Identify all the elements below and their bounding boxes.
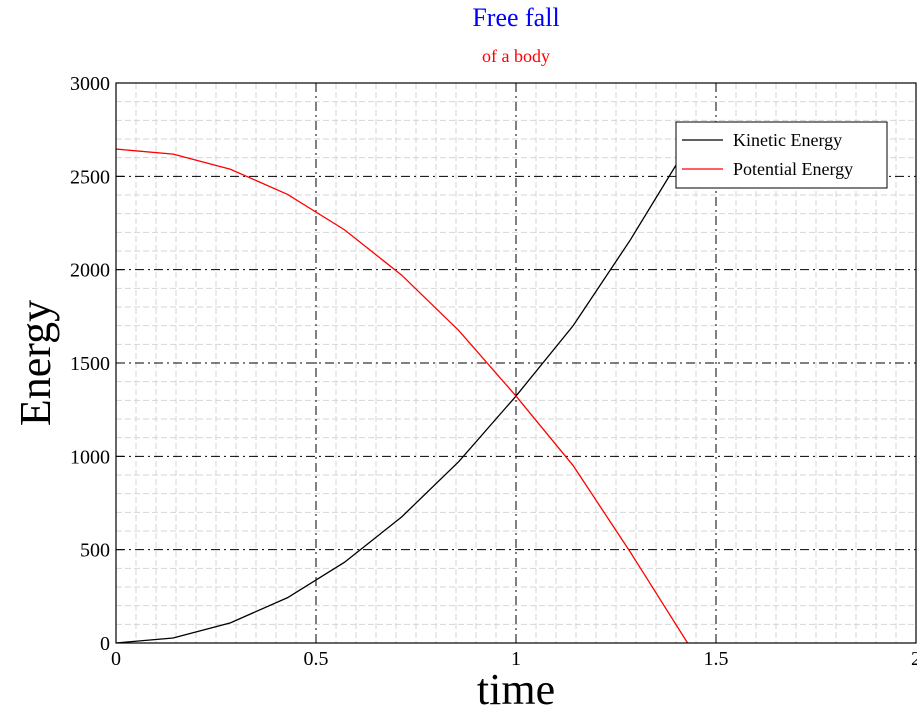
series-line-potential-energy bbox=[116, 148, 689, 643]
y-axis-ticks: 0 500 1000 1500 2000 2500 3000 bbox=[70, 73, 124, 655]
y-tick-label: 0 bbox=[100, 633, 110, 655]
y-tick-label: 3000 bbox=[70, 73, 110, 95]
y-tick-label: 2500 bbox=[70, 166, 110, 188]
x-axis-ticks: 0 0.5 1 1.5 2 bbox=[111, 635, 917, 670]
x-tick-label: 0 bbox=[111, 648, 121, 670]
x-tick-label: 1.5 bbox=[704, 648, 729, 670]
legend: Kinetic Energy Potential Energy bbox=[675, 121, 888, 189]
y-tick-label: 1000 bbox=[70, 446, 110, 468]
y-tick-label: 1500 bbox=[70, 353, 110, 375]
x-tick-label: 2 bbox=[911, 648, 917, 670]
y-tick-label: 2000 bbox=[70, 260, 110, 282]
legend-label-potential: Potential Energy bbox=[733, 159, 853, 179]
y-axis-title: Energy bbox=[11, 300, 60, 426]
x-tick-label: 1 bbox=[511, 648, 521, 670]
legend-label-kinetic: Kinetic Energy bbox=[733, 130, 842, 150]
major-grid bbox=[116, 83, 916, 643]
series-lines bbox=[116, 147, 689, 643]
chart-subtitle: of a body bbox=[482, 46, 550, 66]
legend-box bbox=[675, 121, 888, 189]
x-axis-title: time bbox=[477, 665, 555, 708]
series-line-kinetic-energy bbox=[116, 147, 689, 643]
chart-title: Free fall bbox=[472, 3, 559, 32]
y-tick-label: 500 bbox=[80, 540, 110, 562]
x-tick-label: 0.5 bbox=[304, 648, 329, 670]
